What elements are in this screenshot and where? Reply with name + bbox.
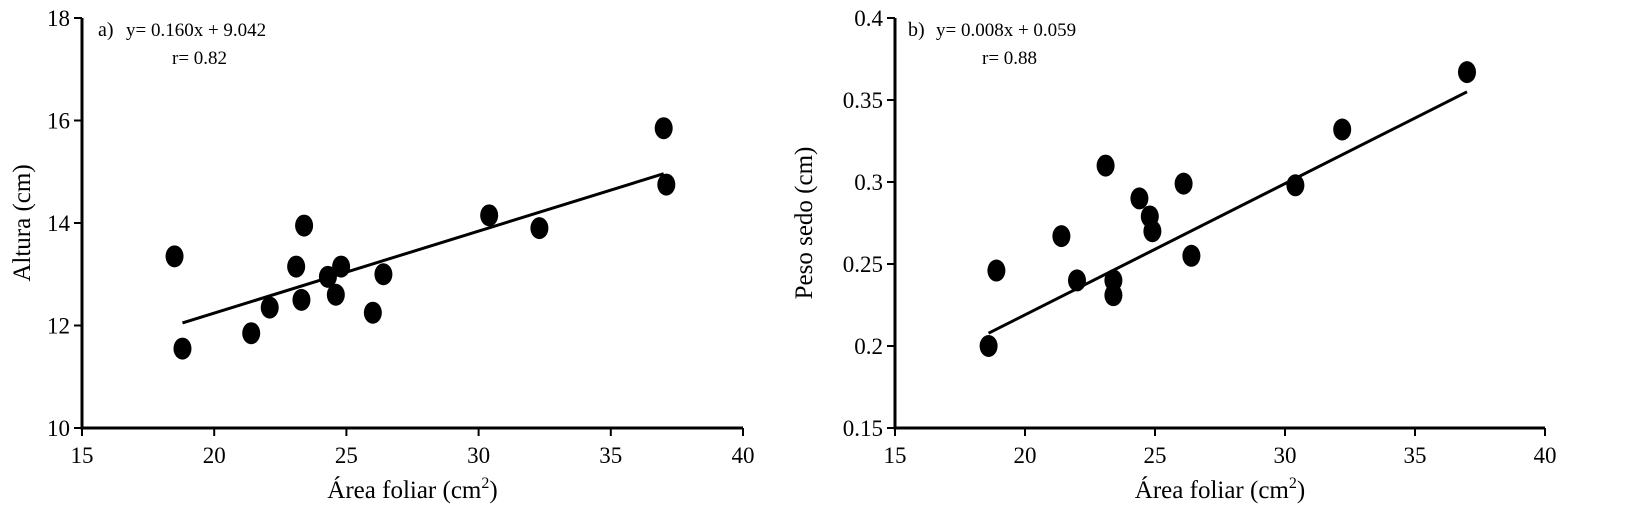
- x-tick-label: 40: [1534, 443, 1557, 468]
- y-tick-label: 12: [47, 314, 70, 339]
- x-axis-title-main: Área foliar (cm: [327, 476, 482, 504]
- data-point: [530, 217, 549, 240]
- x-tick-label: 25: [335, 443, 358, 468]
- data-point: [979, 335, 998, 357]
- y-tick-label: 0.15: [843, 416, 883, 441]
- x-tick-label: 15: [71, 443, 94, 468]
- correlation-coefficient: r= 0.82: [172, 48, 227, 69]
- data-point: [1104, 284, 1123, 307]
- data-point: [1333, 118, 1352, 141]
- data-point: [318, 265, 337, 288]
- data-point: [1068, 269, 1086, 292]
- data-point: [1458, 61, 1476, 84]
- data-point: [1096, 154, 1115, 177]
- x-axis-title: Área foliar (cm2): [1135, 475, 1305, 504]
- y-tick-label: 0.3: [854, 170, 883, 195]
- x-tick-label: 40: [732, 443, 755, 468]
- y-tick-label: 0.2: [854, 334, 883, 359]
- x-tick-label: 35: [1404, 443, 1427, 468]
- data-point: [260, 296, 279, 319]
- data-point: [332, 255, 351, 278]
- data-point: [1286, 174, 1305, 197]
- x-tick-label: 35: [599, 443, 622, 468]
- data-point: [242, 322, 261, 345]
- x-tick-label: 25: [1144, 443, 1167, 468]
- data-point: [654, 117, 673, 140]
- data-point: [287, 255, 306, 278]
- regression-equation: y= 0.160x + 9.042: [126, 20, 266, 41]
- data-point: [1130, 187, 1149, 210]
- x-axis-title-superscript: 2: [1289, 475, 1297, 492]
- chart-b: 15 20 25 30 35 40 0.15 0.2 0.25 0.3 0.35 0.4 Área fo…: [791, 6, 1557, 504]
- y-tick-label: 0.4: [854, 6, 883, 31]
- data-point: [987, 259, 1006, 282]
- data-point: [173, 337, 192, 360]
- x-axis-title: Área foliar (cm2): [327, 475, 497, 504]
- chart-a: 15 20 25 30 35 40 10 12 14 16 18 Área foliar (cm2) A…: [9, 6, 755, 504]
- x-tick-label: 20: [203, 443, 226, 468]
- trend-line: [987, 90, 1468, 335]
- panel-label: a): [98, 19, 114, 41]
- data-point: [326, 283, 345, 306]
- x-tick-label: 15: [884, 443, 907, 468]
- trend-line: [182, 172, 665, 325]
- data-point: [657, 173, 676, 196]
- x-axis-title-end: ): [489, 477, 497, 504]
- data-point: [1182, 244, 1201, 267]
- data-point: [1052, 225, 1071, 248]
- data-point: [292, 288, 311, 311]
- panel-label: b): [908, 19, 925, 41]
- y-tick-label: 10: [47, 416, 70, 441]
- x-tick-label: 20: [1014, 443, 1037, 468]
- data-point: [363, 301, 382, 324]
- data-point: [480, 204, 499, 227]
- x-axis-title-end: ): [1297, 477, 1305, 504]
- y-axis-title: Altura (cm): [9, 164, 36, 281]
- x-tick-label: 30: [467, 443, 490, 468]
- y-tick-label: 16: [47, 109, 70, 134]
- x-axis-title-main: Área foliar (cm: [1135, 476, 1290, 504]
- y-tick-label: 18: [47, 6, 70, 31]
- data-point: [295, 214, 314, 237]
- data-point: [1174, 172, 1193, 195]
- x-tick-label: 30: [1274, 443, 1297, 468]
- y-axis-title: Peso sedo (cm): [791, 147, 818, 300]
- y-tick-label: 0.35: [843, 88, 883, 113]
- y-tick-label: 14: [47, 211, 71, 236]
- regression-equation: y= 0.008x + 0.059: [936, 20, 1076, 41]
- x-axis-title-superscript: 2: [481, 475, 489, 492]
- data-point: [1143, 220, 1162, 243]
- data-point: [374, 263, 393, 286]
- correlation-coefficient: r= 0.88: [982, 48, 1037, 69]
- y-tick-label: 0.25: [843, 252, 883, 277]
- data-point: [165, 245, 184, 268]
